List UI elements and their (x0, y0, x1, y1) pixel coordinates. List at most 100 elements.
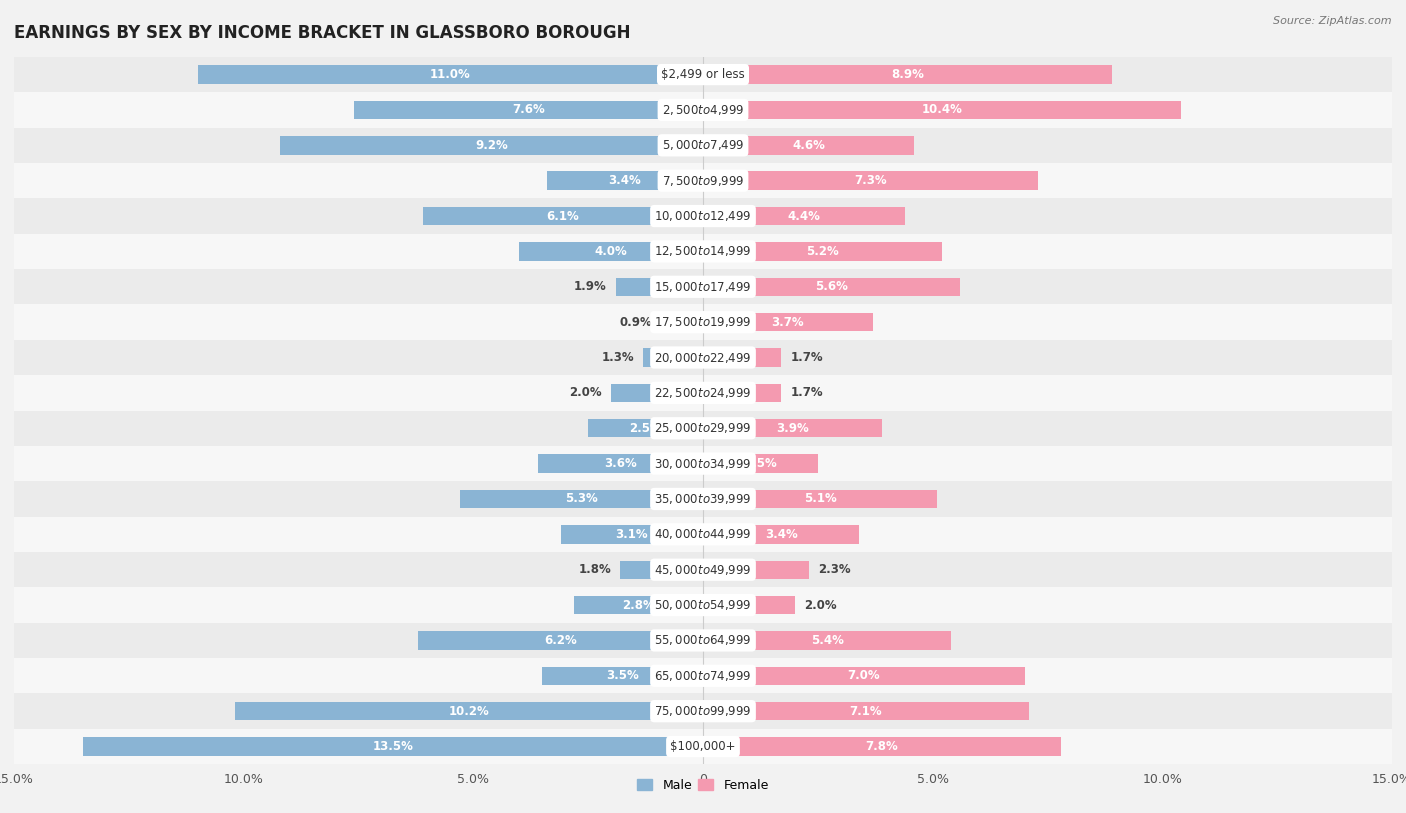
Bar (423, 207, 703, 225)
Text: $2,500 to $4,999: $2,500 to $4,999 (662, 103, 744, 117)
Text: $50,000 to $54,999: $50,000 to $54,999 (654, 598, 752, 612)
Text: $2,499 or less: $2,499 or less (661, 68, 745, 81)
Text: 5.3%: 5.3% (565, 493, 598, 506)
Bar (703, 207, 905, 225)
Text: $65,000 to $74,999: $65,000 to $74,999 (654, 669, 752, 683)
Text: $35,000 to $39,999: $35,000 to $39,999 (654, 492, 752, 506)
Text: 3.6%: 3.6% (605, 457, 637, 470)
Text: $20,000 to $22,499: $20,000 to $22,499 (654, 350, 752, 364)
Text: 2.5%: 2.5% (630, 422, 662, 435)
Bar (14, 57, 1392, 92)
Bar (198, 65, 703, 84)
Bar (703, 313, 873, 332)
Text: 2.0%: 2.0% (569, 386, 602, 399)
Bar (703, 489, 938, 508)
Bar (14, 411, 1392, 446)
Bar (703, 702, 1029, 720)
Text: 4.6%: 4.6% (792, 139, 825, 152)
Bar (519, 242, 703, 261)
Text: 3.4%: 3.4% (765, 528, 797, 541)
Bar (612, 384, 703, 402)
Text: 0.9%: 0.9% (620, 315, 652, 328)
Bar (644, 348, 703, 367)
Text: 4.4%: 4.4% (787, 210, 821, 223)
Text: 13.5%: 13.5% (373, 740, 413, 753)
Bar (235, 702, 703, 720)
Text: 9.2%: 9.2% (475, 139, 508, 152)
Bar (14, 481, 1392, 517)
Bar (14, 517, 1392, 552)
Text: 7.1%: 7.1% (849, 705, 883, 718)
Text: 4.0%: 4.0% (595, 245, 627, 258)
Bar (588, 419, 703, 437)
Bar (543, 667, 703, 685)
Text: 5.4%: 5.4% (811, 634, 844, 647)
Bar (460, 489, 703, 508)
Text: 2.5%: 2.5% (744, 457, 776, 470)
Text: 6.2%: 6.2% (544, 634, 576, 647)
Bar (703, 560, 808, 579)
Bar (703, 631, 950, 650)
Bar (14, 659, 1392, 693)
Text: Source: ZipAtlas.com: Source: ZipAtlas.com (1274, 16, 1392, 26)
Text: 2.8%: 2.8% (623, 598, 655, 611)
Text: 5.6%: 5.6% (815, 280, 848, 293)
Bar (14, 623, 1392, 659)
Bar (14, 233, 1392, 269)
Text: 1.8%: 1.8% (578, 563, 612, 576)
Text: 1.7%: 1.7% (790, 351, 823, 364)
Bar (14, 552, 1392, 587)
Bar (703, 667, 1025, 685)
Text: 3.1%: 3.1% (616, 528, 648, 541)
Text: 7.0%: 7.0% (848, 669, 880, 682)
Text: $55,000 to $64,999: $55,000 to $64,999 (654, 633, 752, 647)
Bar (703, 596, 794, 615)
Text: $40,000 to $44,999: $40,000 to $44,999 (654, 528, 752, 541)
Bar (703, 101, 1181, 120)
Bar (537, 454, 703, 473)
Text: 1.7%: 1.7% (790, 386, 823, 399)
Bar (14, 269, 1392, 304)
Bar (14, 163, 1392, 198)
Bar (547, 172, 703, 190)
Bar (14, 128, 1392, 163)
Bar (620, 560, 703, 579)
Text: $12,500 to $14,999: $12,500 to $14,999 (654, 245, 752, 259)
Bar (703, 348, 782, 367)
Bar (616, 277, 703, 296)
Text: 1.9%: 1.9% (574, 280, 606, 293)
Text: 2.3%: 2.3% (818, 563, 851, 576)
Text: $10,000 to $12,499: $10,000 to $12,499 (654, 209, 752, 223)
Text: 5.2%: 5.2% (806, 245, 839, 258)
Text: EARNINGS BY SEX BY INCOME BRACKET IN GLASSBORO BOROUGH: EARNINGS BY SEX BY INCOME BRACKET IN GLA… (14, 24, 630, 42)
Bar (280, 136, 703, 154)
Text: $100,000+: $100,000+ (671, 740, 735, 753)
Text: 1.3%: 1.3% (602, 351, 634, 364)
Bar (703, 525, 859, 544)
Text: 6.1%: 6.1% (547, 210, 579, 223)
Bar (354, 101, 703, 120)
Text: $15,000 to $17,499: $15,000 to $17,499 (654, 280, 752, 293)
Bar (703, 172, 1038, 190)
Bar (703, 136, 914, 154)
Bar (14, 340, 1392, 375)
Bar (418, 631, 703, 650)
Text: 7.6%: 7.6% (512, 103, 546, 116)
Bar (703, 65, 1112, 84)
Text: 11.0%: 11.0% (430, 68, 471, 81)
Text: $45,000 to $49,999: $45,000 to $49,999 (654, 563, 752, 576)
Text: $30,000 to $34,999: $30,000 to $34,999 (654, 457, 752, 471)
Text: 5.1%: 5.1% (804, 493, 837, 506)
Bar (14, 198, 1392, 234)
Bar (14, 693, 1392, 729)
Bar (575, 596, 703, 615)
Bar (561, 525, 703, 544)
Text: $17,500 to $19,999: $17,500 to $19,999 (654, 315, 752, 329)
Text: 10.2%: 10.2% (449, 705, 489, 718)
Bar (703, 277, 960, 296)
Bar (703, 384, 782, 402)
Text: $22,500 to $24,999: $22,500 to $24,999 (654, 386, 752, 400)
Text: 3.7%: 3.7% (772, 315, 804, 328)
Bar (14, 92, 1392, 128)
Bar (703, 454, 818, 473)
